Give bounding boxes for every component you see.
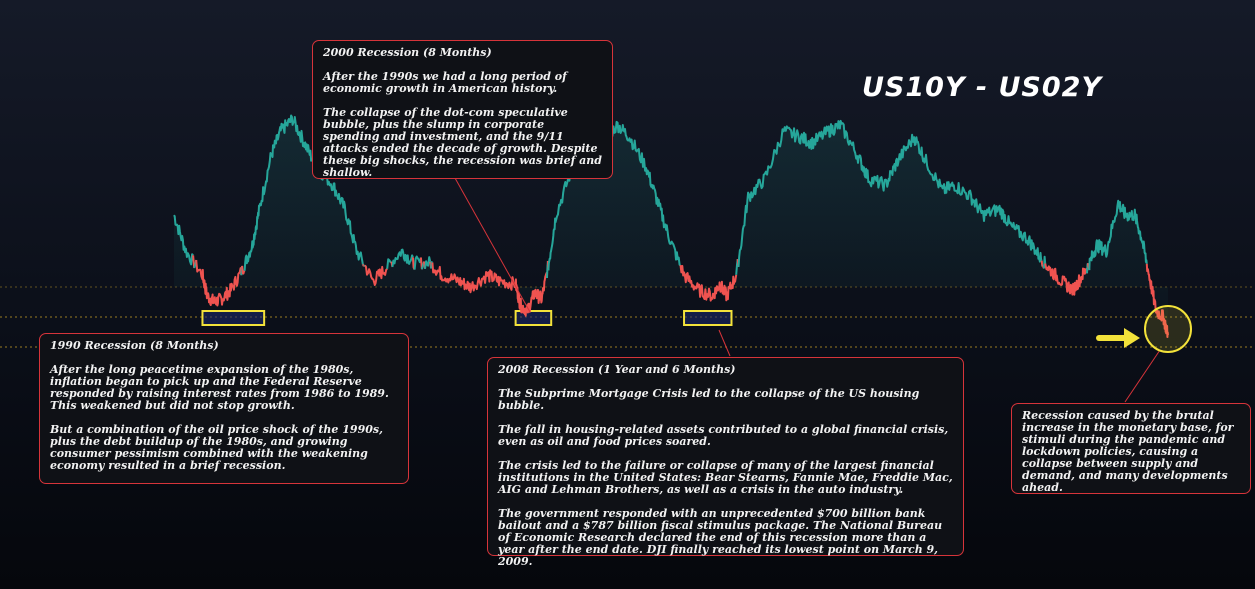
note-1990-p2: But a combination of the oil price shock… <box>50 423 383 472</box>
current-highlight-circle <box>1144 305 1192 353</box>
series-line-segment <box>195 259 243 307</box>
series-line-segment <box>364 264 388 286</box>
series-line-segment <box>173 214 194 266</box>
note-2000-heading: 2000 Recession (8 Months) <box>323 46 492 59</box>
chart-title: US10Y - US02Y <box>862 72 1102 103</box>
note-1990-recession: 1990 Recession (8 Months) After the long… <box>39 333 409 484</box>
note-2008-recession: 2008 Recession (1 Year and 6 Months) The… <box>487 357 964 568</box>
series-line-segment <box>430 261 433 269</box>
series-line-segment <box>391 248 414 268</box>
series-line-segment <box>413 255 422 270</box>
series-line-segment <box>431 262 548 317</box>
series-area <box>174 115 1168 337</box>
series-line-segment <box>243 114 364 271</box>
series-line-segment <box>386 258 392 269</box>
series-line-segment <box>1043 255 1047 269</box>
note-1990-heading: 1990 Recession (8 Months) <box>50 339 219 352</box>
note-current-text: Recession caused by the brutal increase … <box>1022 409 1234 494</box>
leader-2000 <box>454 177 531 313</box>
series-line-segment <box>547 120 681 271</box>
arrow-icon <box>1096 328 1140 348</box>
series-line-segment <box>737 119 1043 267</box>
note-2000-p1: After the 1990s we had a long period of … <box>323 70 567 95</box>
series-line-segment <box>1044 263 1088 296</box>
leader-2008 <box>718 329 731 357</box>
recession-box-3 <box>683 310 733 326</box>
note-2000-recession: 2000 Recession (8 Months) After the 1990… <box>312 40 613 179</box>
note-1990-p1: After the long peacetime expansion of th… <box>50 363 389 412</box>
note-2008-heading: 2008 Recession (1 Year and 6 Months) <box>498 363 736 376</box>
series-line-segment <box>1088 199 1148 271</box>
note-current-recession: Recession caused by the brutal increase … <box>1011 403 1251 494</box>
note-2008-p3: The crisis led to the failure or collaps… <box>498 459 953 496</box>
note-2000-p2: The collapse of the dot-com speculative … <box>323 106 602 179</box>
note-2008-p2: The fall in housing-related assets contr… <box>498 423 949 448</box>
recession-box-1 <box>201 310 266 326</box>
note-2008-p4: The government responded with an unprece… <box>498 507 943 568</box>
note-2008-p1: The Subprime Mortgage Crisis led to the … <box>498 387 920 412</box>
series-line-segment <box>241 265 246 275</box>
series-line-segment <box>679 264 738 302</box>
series-line-segment <box>1145 263 1169 338</box>
series-line-segment <box>424 256 432 269</box>
leader-current <box>1124 349 1161 403</box>
